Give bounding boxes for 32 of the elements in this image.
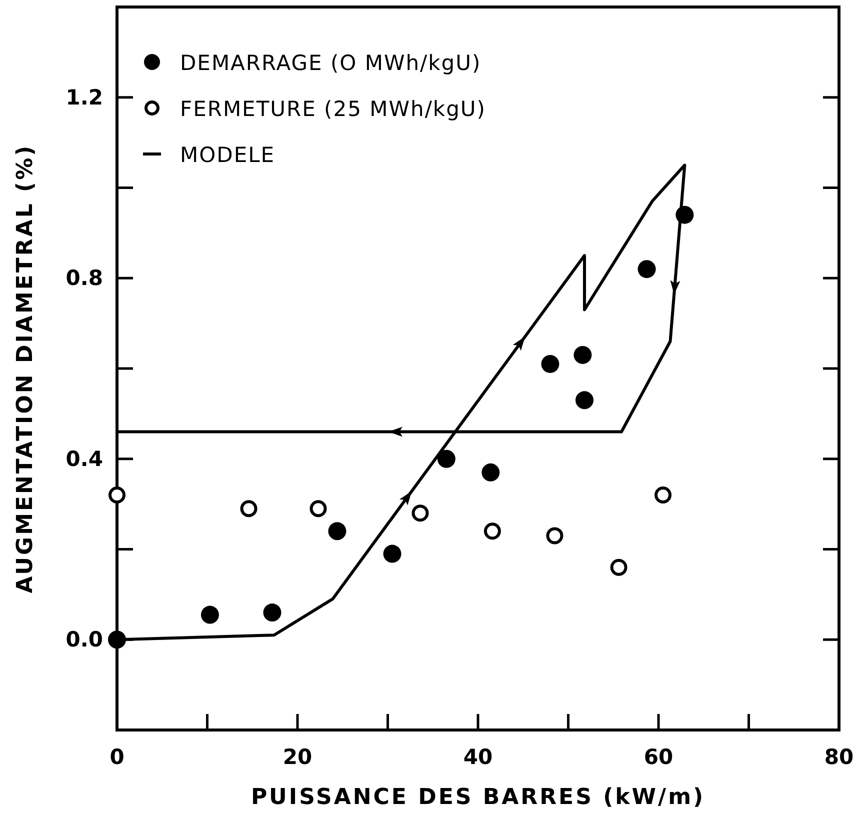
point — [383, 544, 402, 563]
point — [610, 558, 628, 576]
point — [541, 354, 560, 373]
legend-label: MODELE — [180, 143, 276, 167]
point — [638, 260, 656, 278]
point — [328, 522, 346, 540]
legend-label: FERMETURE (25 MWh/kgU) — [180, 97, 486, 121]
point — [575, 391, 594, 410]
point — [412, 504, 429, 522]
x-tick-label: 80 — [824, 745, 854, 769]
x-axis-title: PUISSANCE DES BARRES (kW/m) — [250, 785, 706, 810]
y-tick-label: 0.4 — [66, 446, 103, 471]
point — [263, 604, 282, 622]
point — [482, 463, 500, 482]
x-tick-label: 60 — [644, 745, 674, 769]
text: 0.0 — [66, 628, 103, 652]
point — [310, 500, 327, 518]
legend-label: DEMARRAGE (O MWh/kgU) — [180, 51, 482, 75]
x-tick-label: 0 — [110, 745, 124, 769]
point — [484, 522, 501, 540]
point — [574, 346, 592, 364]
point — [108, 486, 126, 504]
x-tick-label: 20 — [282, 745, 312, 769]
point — [200, 606, 219, 624]
y-tick-label: 0.8 — [66, 266, 103, 290]
point — [437, 450, 456, 468]
y-tick-label: 1.2 — [66, 85, 103, 110]
y-axis-title: AUGMENTATION DIAMETRAL (%) — [13, 144, 38, 594]
point — [546, 527, 564, 544]
point — [240, 500, 258, 518]
point — [654, 486, 672, 504]
x-tick-label: 40 — [463, 745, 493, 769]
